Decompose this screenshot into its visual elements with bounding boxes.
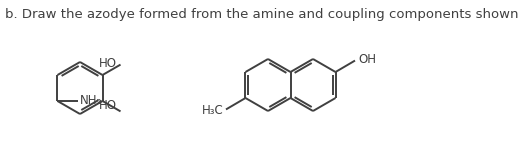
Text: HO: HO [99, 57, 117, 70]
Text: b. Draw the azodye formed from the amine and coupling components shown below.: b. Draw the azodye formed from the amine… [5, 8, 519, 21]
Text: OH: OH [358, 53, 376, 66]
Text: NH₂: NH₂ [79, 94, 102, 107]
Text: HO: HO [99, 99, 117, 112]
Text: H₃C: H₃C [202, 104, 224, 117]
